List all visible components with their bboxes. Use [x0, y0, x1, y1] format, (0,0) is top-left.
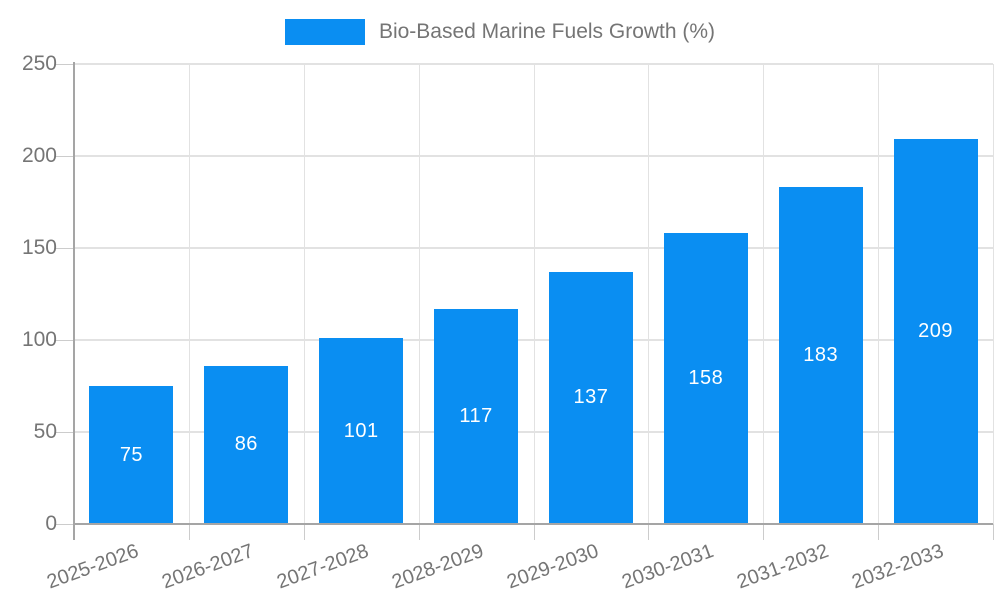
- x-gridline: [188, 64, 190, 524]
- x-gridline: [648, 64, 650, 524]
- x-gridline: [303, 64, 305, 524]
- x-gridline: [878, 64, 880, 524]
- chart-legend: Bio-Based Marine Fuels Growth (%): [0, 19, 1000, 45]
- bar-value-label: 137: [573, 386, 609, 409]
- bar-2031-2032[interactable]: 183: [778, 187, 863, 524]
- x-axis-label-2028-2029: 2028-2029: [389, 540, 487, 594]
- x-tick-mark: [763, 524, 765, 540]
- x-tick-mark: [878, 524, 880, 540]
- bar-2026-2027[interactable]: 86: [204, 365, 289, 524]
- bar-2027-2028[interactable]: 101: [319, 338, 404, 524]
- bar-value-label: 158: [688, 367, 724, 390]
- x-gridline: [993, 64, 994, 524]
- x-axis-label-2027-2028: 2027-2028: [274, 540, 372, 594]
- bar-2025-2026[interactable]: 75: [89, 386, 174, 524]
- x-tick-mark: [188, 524, 190, 540]
- x-axis-line: [74, 523, 993, 525]
- x-tick-mark: [533, 524, 535, 540]
- y-axis-line: [73, 62, 75, 540]
- y-axis-tick-label: 150: [21, 236, 57, 259]
- bar-2029-2030[interactable]: 137: [548, 271, 633, 524]
- x-tick-mark: [648, 524, 650, 540]
- y-tick-mark: [56, 340, 74, 341]
- bar-value-label: 86: [234, 433, 258, 456]
- bar-2032-2033[interactable]: 209: [893, 139, 978, 524]
- y-axis-tick-label: 100: [21, 328, 57, 351]
- y-axis-tick-label: 250: [21, 52, 57, 75]
- y-tick-mark: [56, 156, 74, 157]
- x-axis-label-2025-2026: 2025-2026: [44, 540, 142, 594]
- y-axis-tick-label: 0: [45, 512, 57, 535]
- legend-label: Bio-Based Marine Fuels Growth (%): [378, 20, 716, 43]
- y-axis-tick-label: 200: [21, 144, 57, 167]
- x-axis-label-2031-2032: 2031-2032: [733, 540, 832, 594]
- y-tick-mark: [56, 432, 74, 433]
- bar-value-label: 101: [343, 419, 379, 442]
- bar-value-label: 75: [119, 443, 144, 466]
- x-gridline: [418, 64, 420, 524]
- x-axis-label-2026-2027: 2026-2027: [159, 540, 257, 594]
- bar-value-label: 209: [918, 320, 953, 343]
- bar-value-label: 117: [459, 404, 493, 427]
- bar-value-label: 183: [803, 344, 839, 367]
- x-gridline: [533, 64, 535, 524]
- x-tick-mark: [303, 524, 305, 540]
- x-axis-label-2030-2031: 2030-2031: [618, 540, 717, 594]
- x-tick-mark: [418, 524, 420, 540]
- x-axis-label-2029-2030: 2029-2030: [504, 540, 602, 594]
- bar-2030-2031[interactable]: 158: [663, 233, 748, 524]
- x-axis-label-2032-2033: 2032-2033: [848, 540, 947, 594]
- x-tick-mark: [993, 524, 994, 540]
- y-tick-mark: [56, 248, 74, 249]
- bar-2028-2029[interactable]: 117: [434, 308, 519, 524]
- y-axis-tick-label: 50: [33, 420, 57, 443]
- y-tick-mark: [56, 524, 74, 525]
- y-tick-mark: [56, 64, 74, 65]
- x-gridline: [763, 64, 765, 524]
- legend-swatch: [284, 19, 365, 45]
